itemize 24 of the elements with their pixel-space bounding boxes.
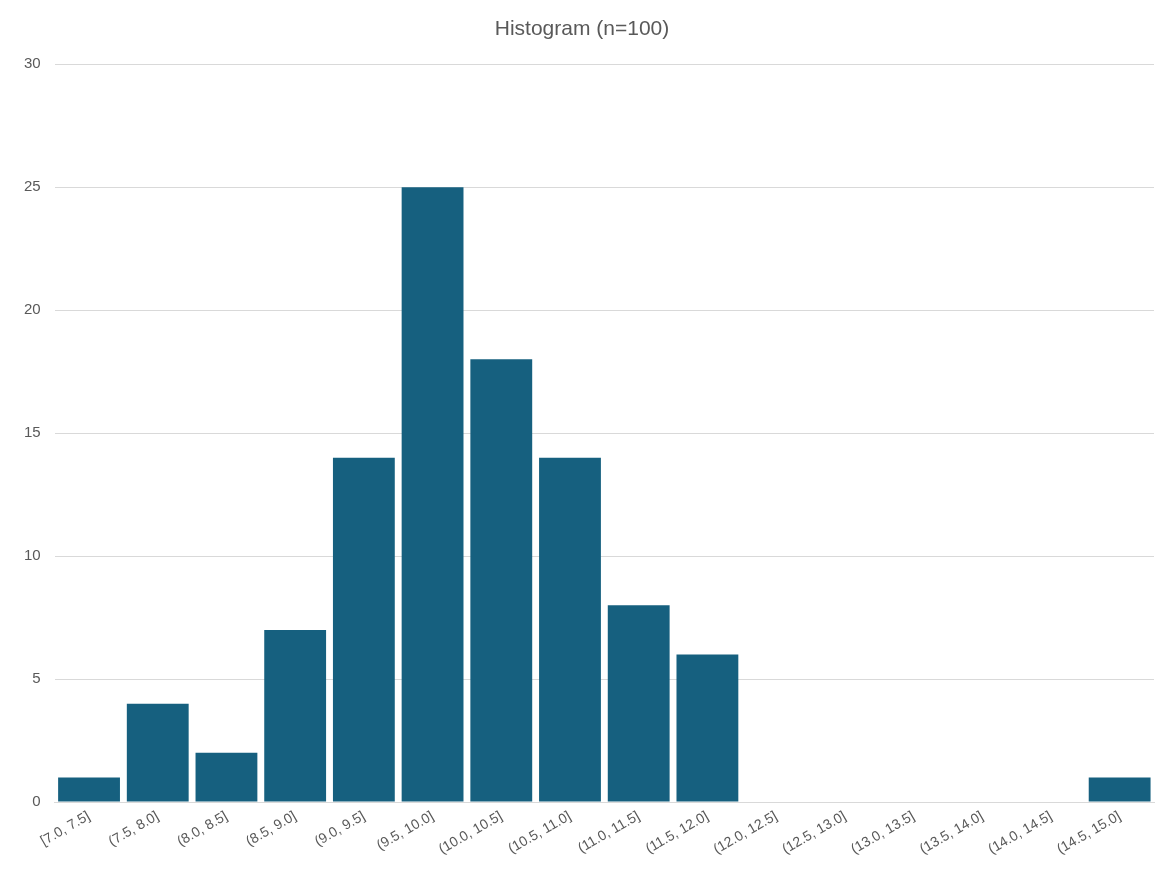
x-tick-label: (8.5, 9.0] <box>242 807 299 849</box>
y-tick-label: 5 <box>32 669 41 687</box>
bar <box>470 359 533 802</box>
bar <box>58 777 120 802</box>
bar <box>195 752 258 802</box>
y-tick-label: 20 <box>24 300 41 318</box>
y-tick-label: 0 <box>32 792 41 810</box>
x-tick-label: [7.0, 7.5] <box>37 807 93 849</box>
bar <box>676 654 739 802</box>
bar <box>401 187 464 802</box>
y-tick-label: 25 <box>24 177 41 195</box>
chart-title: Histogram (n=100) <box>494 16 670 40</box>
bar <box>332 457 395 802</box>
bar <box>126 703 189 802</box>
bar <box>539 457 601 802</box>
y-tick-label: 10 <box>24 546 41 564</box>
bar <box>607 605 670 802</box>
x-tick-label: (9.0, 9.5] <box>311 807 368 849</box>
y-tick-label: 30 <box>24 54 41 72</box>
y-tick-label: 15 <box>24 423 41 441</box>
x-tick-label: (8.0, 8.5] <box>174 807 230 849</box>
bar <box>264 629 327 802</box>
bar <box>1088 777 1151 802</box>
x-tick-label: (7.5, 8.0] <box>105 807 162 849</box>
